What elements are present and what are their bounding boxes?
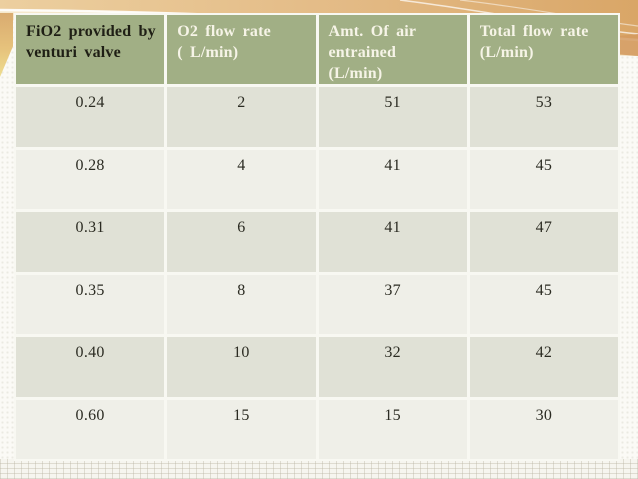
table-cell: 41 bbox=[318, 212, 467, 272]
table-cell: 0.31 bbox=[16, 212, 165, 272]
table-cell: 0.40 bbox=[16, 337, 165, 397]
table-cell: 42 bbox=[469, 337, 618, 397]
table-cell: 41 bbox=[318, 149, 467, 209]
bottom-texture-strip bbox=[0, 459, 638, 479]
table-cell: 53 bbox=[469, 87, 618, 147]
venturi-flow-table: FiO2 provided by venturi valve O2 flow r… bbox=[14, 13, 620, 461]
table-cell: 45 bbox=[469, 149, 618, 209]
table-cell: 30 bbox=[469, 399, 618, 459]
table-cell: 32 bbox=[318, 337, 467, 397]
column-header-fio2: FiO2 provided by venturi valve bbox=[16, 15, 165, 84]
table-cell: 6 bbox=[167, 212, 316, 272]
table-cell: 45 bbox=[469, 274, 618, 334]
table-cell: 51 bbox=[318, 87, 467, 147]
table-cell: 0.24 bbox=[16, 87, 165, 147]
table-cell: 15 bbox=[167, 399, 316, 459]
table-cell: 10 bbox=[167, 337, 316, 397]
table-cell: 8 bbox=[167, 274, 316, 334]
table-cell: 47 bbox=[469, 212, 618, 272]
table-cell: 0.28 bbox=[16, 149, 165, 209]
table-cell: 2 bbox=[167, 87, 316, 147]
gold-ribbon-decoration bbox=[0, 13, 13, 77]
table-cell: 4 bbox=[167, 149, 316, 209]
table-cell: 0.60 bbox=[16, 399, 165, 459]
column-header-o2-flow: O2 flow rate ( L/min) bbox=[167, 15, 316, 84]
table-cell: 15 bbox=[318, 399, 467, 459]
table-cell: 0.35 bbox=[16, 274, 165, 334]
column-header-air-entrained: Amt. Of air entrained (L/min) bbox=[318, 15, 467, 84]
column-header-total-flow: Total flow rate (L/min) bbox=[469, 15, 618, 84]
table-cell: 37 bbox=[318, 274, 467, 334]
